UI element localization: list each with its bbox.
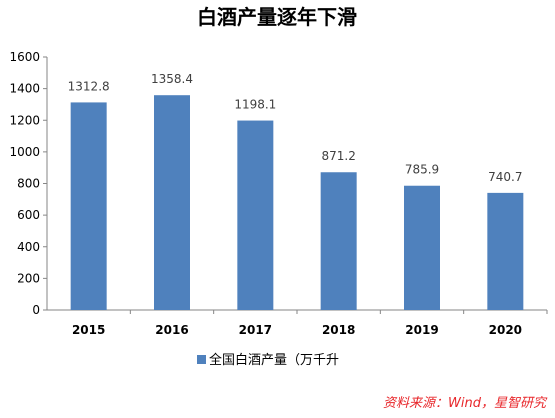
data-label-2016: 1358.4	[151, 72, 193, 86]
y-tick-label: 400	[17, 240, 40, 254]
y-tick-label: 800	[17, 177, 40, 191]
y-tick-label: 1400	[9, 82, 40, 96]
x-tick-label: 2018	[322, 323, 355, 337]
chart-axes: 0 200 400 600 800 1000 1200 1400 1600 2015 2016 201…	[9, 50, 548, 337]
chart-bars	[70, 95, 524, 310]
x-tick-label: 2020	[489, 323, 522, 337]
legend-swatch	[197, 355, 206, 364]
y-tick-label: 1200	[9, 113, 40, 127]
y-tick-label: 600	[17, 208, 40, 222]
bar-2017	[237, 120, 274, 310]
source-note: 资料来源：Wind，星智研究	[383, 395, 548, 411]
y-tick-label: 1000	[9, 145, 40, 159]
data-label-2020: 740.7	[488, 170, 522, 184]
chart-title: 白酒产量逐年下滑	[197, 5, 357, 29]
bar-2020	[487, 192, 524, 310]
bar-2018	[320, 172, 357, 310]
x-tick-label: 2015	[72, 323, 105, 337]
x-tick-label: 2019	[405, 323, 438, 337]
data-label-2019: 785.9	[405, 163, 439, 177]
chart-data-labels: 1312.8 1358.4 1198.1 871.2 785.9 740.7	[68, 72, 523, 184]
y-tick-label: 200	[17, 271, 40, 285]
data-label-2017: 1198.1	[234, 98, 276, 112]
bar-2015	[70, 102, 107, 310]
data-label-2018: 871.2	[321, 149, 355, 163]
bar-2016	[154, 95, 190, 310]
data-label-2015: 1312.8	[68, 79, 110, 93]
legend-label: 全国白酒产量（万千升	[209, 352, 339, 368]
chart-legend: 全国白酒产量（万千升	[197, 352, 339, 368]
y-tick-label: 1600	[9, 50, 40, 64]
x-tick-label: 2016	[155, 323, 188, 337]
bar-2019	[404, 185, 440, 310]
x-tick-label: 2017	[239, 323, 272, 337]
y-tick-label: 0	[32, 303, 40, 317]
